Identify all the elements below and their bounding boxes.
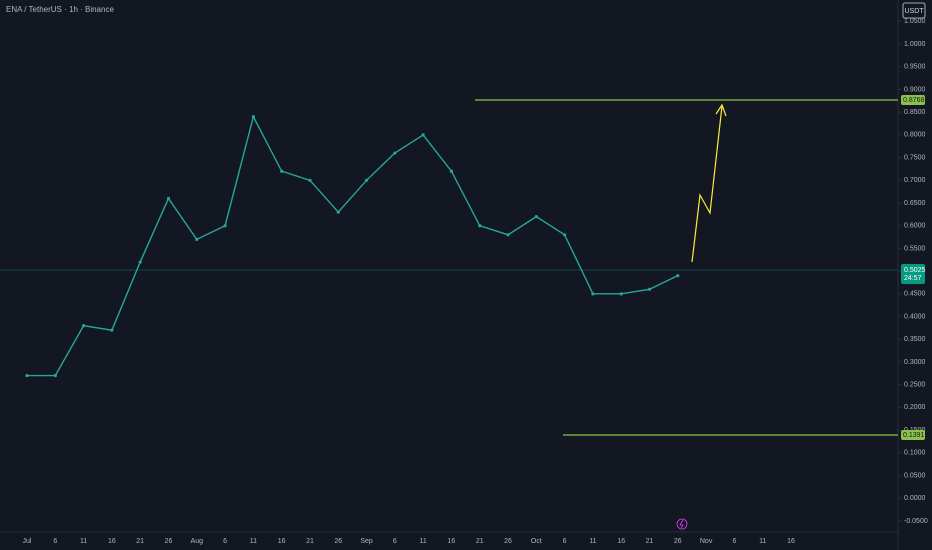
x-tick-label: 16 — [787, 538, 795, 545]
y-tick-label: 0.2000 — [904, 404, 926, 411]
price-point — [251, 115, 255, 119]
price-point — [647, 287, 652, 291]
price-point — [393, 151, 397, 155]
y-tick-label: 0.5500 — [904, 245, 926, 252]
y-tick-label: 0.0000 — [904, 495, 926, 502]
y-tick-label: 0.4500 — [904, 291, 926, 298]
price-point — [223, 224, 227, 228]
x-tick-label: Sep — [360, 538, 373, 545]
x-tick-label: 26 — [334, 538, 342, 545]
price-point — [478, 224, 482, 228]
x-tick-label: 16 — [278, 538, 286, 545]
price-point — [81, 324, 86, 328]
x-tick-label: 21 — [476, 538, 484, 545]
x-tick-label: Nov — [700, 538, 713, 545]
x-tick-label: 6 — [53, 538, 57, 545]
y-tick-label: 0.9000 — [904, 86, 926, 93]
x-tick-label: 11 — [589, 538, 596, 545]
y-tick-label: 0.1000 — [904, 450, 926, 457]
x-tick-label: 6 — [393, 538, 397, 545]
x-tick-label: 21 — [646, 538, 654, 545]
x-tick-label: 6 — [223, 538, 227, 545]
chart-title: ENA / TetherUS · 1h · Binance — [6, 5, 114, 14]
y-tick-label: 0.7000 — [904, 177, 926, 184]
price-point — [138, 260, 142, 264]
price-point — [25, 373, 29, 378]
x-tick-label: 11 — [759, 538, 766, 545]
arrow-path — [691, 105, 723, 263]
x-tick-label: 11 — [250, 538, 257, 545]
x-tick-label: Oct — [531, 538, 542, 545]
x-tick-label: 21 — [306, 538, 314, 545]
arrow-head — [715, 103, 727, 117]
x-tick-label: 11 — [420, 538, 427, 545]
current-price-tag — [901, 263, 925, 284]
price-line-tag — [901, 430, 925, 441]
current-price-countdown: 24:57 — [904, 275, 922, 282]
y-tick-label: -0.0500 — [904, 518, 928, 525]
price-point — [110, 328, 114, 332]
x-tick-label: 16 — [108, 538, 116, 545]
usdt-button-frame[interactable] — [902, 2, 926, 19]
x-tick-label: 16 — [617, 538, 625, 545]
price-point — [166, 196, 171, 201]
current-price-label: 0.5025 — [904, 267, 926, 274]
event-icon — [676, 518, 688, 530]
y-tick-label: 0.8000 — [904, 132, 926, 139]
y-tick-label: 1.0000 — [904, 41, 926, 48]
price-point — [619, 292, 623, 296]
y-tick-label: 0.3000 — [904, 359, 926, 366]
event-circle — [676, 518, 688, 530]
price-point — [506, 233, 510, 237]
price-point — [308, 178, 312, 182]
price-point — [421, 133, 425, 137]
price-line-tag — [901, 95, 925, 106]
y-tick-label: 0.6000 — [904, 223, 926, 230]
y-tick-label: 1.0500 — [904, 18, 926, 25]
x-tick-label: 21 — [136, 538, 144, 545]
price-point — [676, 274, 680, 278]
x-tick-label: 16 — [448, 538, 456, 545]
y-tick-label: 0.2500 — [904, 382, 926, 389]
x-tick-label: 26 — [674, 538, 682, 545]
x-tick-label: 11 — [80, 538, 87, 545]
price-point — [280, 169, 284, 173]
price-line-series — [27, 114, 679, 377]
y-tick-label: 0.6500 — [904, 200, 926, 207]
y-tick-label: 0.8500 — [904, 109, 926, 116]
price-point — [563, 233, 567, 237]
y-tick-label: 0.4000 — [904, 313, 926, 320]
x-tick-label: 6 — [732, 538, 736, 545]
price-point — [195, 237, 199, 241]
x-tick-label: 26 — [504, 538, 512, 545]
x-tick-label: 26 — [165, 538, 173, 545]
x-tick-label: Jul — [23, 538, 32, 545]
price-line-label: 0.8768 — [903, 97, 925, 104]
price-point — [364, 178, 369, 182]
price-point — [449, 169, 454, 173]
y-tick-label: 0.0500 — [904, 472, 926, 479]
y-tick-label: 0.9500 — [904, 64, 926, 71]
y-tick-label: 0.7500 — [904, 154, 926, 161]
x-tick-label: Aug — [191, 538, 204, 545]
event-bolt — [679, 519, 684, 529]
price-point — [591, 292, 595, 296]
x-tick-label: 6 — [563, 538, 567, 545]
usdt-button-label[interactable]: USDT — [904, 8, 924, 15]
price-point — [534, 215, 538, 219]
projection-arrow — [691, 103, 727, 263]
price-point — [53, 373, 57, 378]
y-tick-label: 0.3500 — [904, 336, 926, 343]
usdt-button[interactable]: USDT — [902, 2, 926, 19]
price-point — [336, 210, 340, 214]
price-line-label: 0.1391 — [903, 432, 925, 439]
